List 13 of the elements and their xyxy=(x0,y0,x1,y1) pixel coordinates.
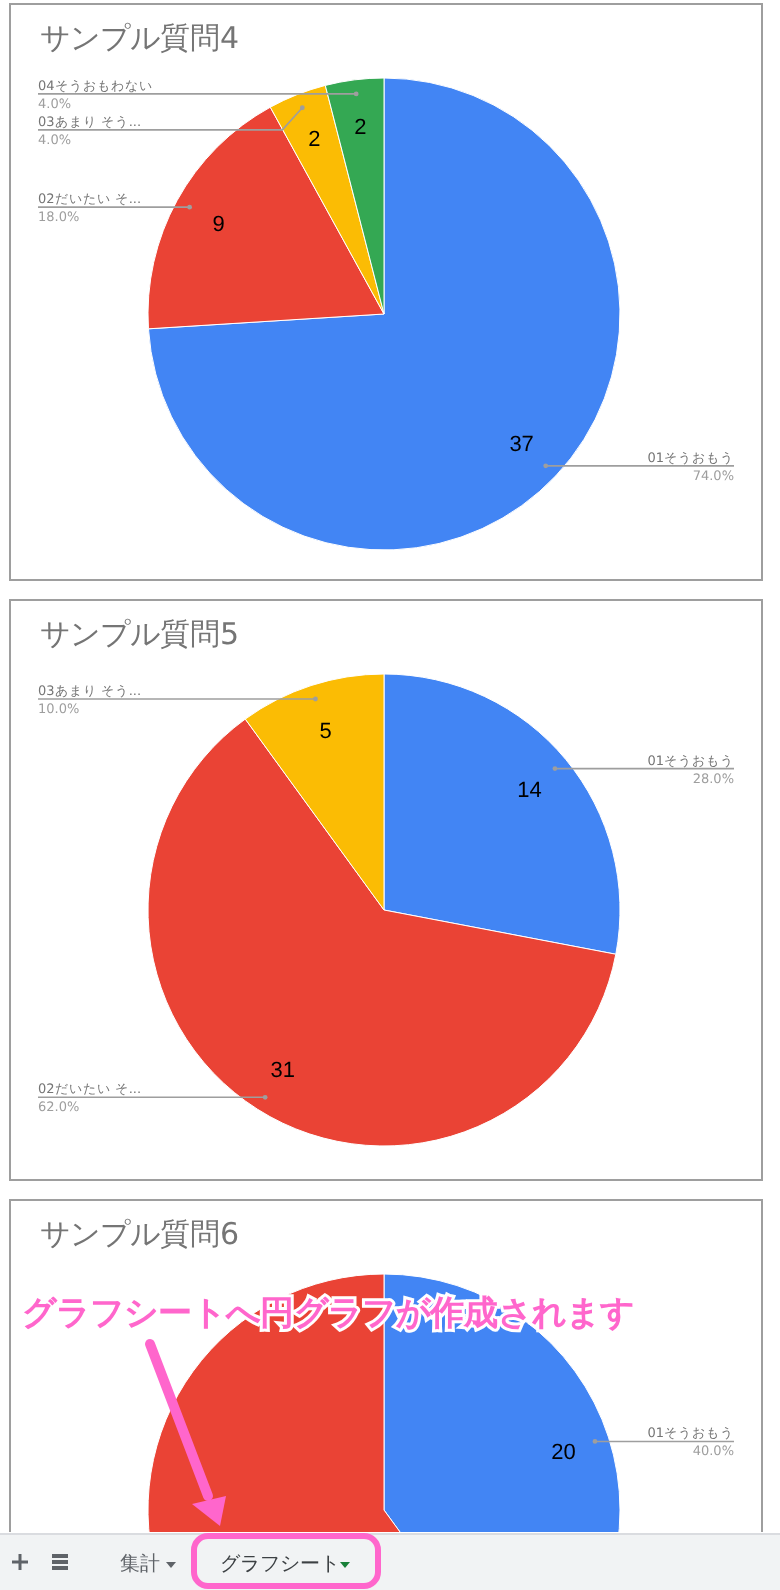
text: 集計 xyxy=(120,1552,160,1576)
chart-title: サンプル質問6 xyxy=(40,1216,240,1252)
chart-title: サンプル質問5 xyxy=(40,616,240,652)
data-label: 9 xyxy=(212,212,225,237)
data-label: 37 xyxy=(509,432,534,457)
chart-title: サンプル質問4 xyxy=(40,20,240,56)
data-label: 31 xyxy=(270,1059,296,1084)
data-label: 5 xyxy=(319,720,332,745)
data-label: 20 xyxy=(551,1441,576,1466)
data-label: 2 xyxy=(308,128,321,153)
text: グラフシート xyxy=(220,1554,340,1576)
data-label: 2 xyxy=(354,116,367,141)
data-label: 14 xyxy=(517,779,542,804)
